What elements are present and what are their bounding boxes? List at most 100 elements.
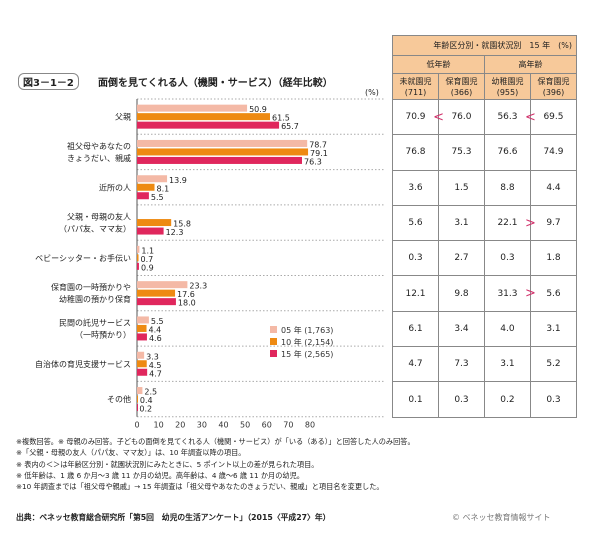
table-row: 6.1 3.4 4.0 3.1 <box>392 310 578 348</box>
data-label: 5.5 <box>151 193 164 202</box>
bar <box>137 219 172 227</box>
category-label: きょうだい、親戚 <box>67 153 131 163</box>
bar <box>137 254 139 262</box>
category-label: （一時預かり） <box>75 330 131 339</box>
cell-value: 70.9 <box>405 112 426 123</box>
data-label: 8.1 <box>157 184 170 193</box>
bar <box>137 156 302 164</box>
category-label: ベビーシッター・お手伝い <box>35 253 131 263</box>
cell-value: 3.1 <box>454 218 469 229</box>
data-label: 4.6 <box>149 334 162 343</box>
cell-value: 4.0 <box>500 323 515 334</box>
category-label: 自治体の育児支援サービス <box>35 359 131 369</box>
bar <box>137 404 138 412</box>
table-cell: 76.8 <box>392 134 439 171</box>
bar <box>137 113 270 121</box>
data-label: 61.5 <box>272 114 290 123</box>
cell-value: 56.3 <box>497 112 518 123</box>
data-label: 4.5 <box>149 361 162 370</box>
table-cell: 0.3 <box>483 240 531 277</box>
bar <box>137 262 139 270</box>
cell-value: 69.5 <box>543 112 564 123</box>
table-row: 0.3 2.7 0.3 1.8 <box>392 240 578 277</box>
cell-value: 76.0 <box>451 112 472 123</box>
table-cell: 69.5 <box>529 98 578 136</box>
cell-value: 76.6 <box>497 147 518 158</box>
legend-label: 15 年 (2,565) <box>281 349 333 359</box>
bar <box>137 289 176 297</box>
table-row: 0.1 0.3 0.2 0.3 <box>392 381 578 418</box>
bar <box>137 148 309 156</box>
bar <box>137 316 149 324</box>
data-label: 15.8 <box>173 220 191 229</box>
cell-value: 5.2 <box>546 359 561 370</box>
category-label: 祖父母やあなたの <box>67 141 131 151</box>
cell-value: 3.1 <box>500 359 515 370</box>
cell-value: 3.6 <box>408 182 423 193</box>
bar <box>137 183 155 191</box>
x-tick-label: 70 <box>283 421 293 430</box>
table-row: 5.6 3.1 22.1 >9.7 <box>392 204 578 242</box>
cell-value: 5.6 <box>408 218 423 229</box>
table-cell: 76.6 <box>483 134 531 171</box>
data-label: 76.3 <box>304 157 322 166</box>
comparison-mark: < <box>433 110 444 125</box>
cell-value: 76.8 <box>405 147 426 158</box>
footnotes: ※複数回答。※ 母親のみ回答。子どもの面倒を見てくれる人（機関・サービス）が「い… <box>16 436 415 492</box>
column-header: 保育園児 (396) <box>529 73 578 100</box>
bar <box>137 175 168 183</box>
table-cell: 3.1 <box>437 204 485 242</box>
table-cell: 5.2 <box>529 346 578 383</box>
legend-swatch <box>270 326 277 333</box>
data-label: 0.4 <box>140 396 153 405</box>
table-row: 76.8 75.3 76.6 74.9 <box>392 134 578 171</box>
table-title: 年齢区分別・就園状況別 15 年 (%) <box>392 35 577 56</box>
table-cell: 6.1 <box>392 310 439 348</box>
bar <box>137 227 164 235</box>
data-label: 13.9 <box>169 176 187 185</box>
table-cell: 5.6 <box>529 275 578 312</box>
cell-value: 75.3 <box>451 147 472 158</box>
data-label: 5.5 <box>151 317 164 326</box>
category-label: 幼稚園の預かり保育 <box>59 294 131 304</box>
table-cell: 4.0 <box>483 310 531 348</box>
data-label: 0.7 <box>141 255 154 264</box>
cell-value: 74.9 <box>543 147 564 158</box>
x-tick-label: 50 <box>240 421 250 430</box>
cell-value: 9.7 <box>546 218 561 229</box>
bar <box>137 245 140 253</box>
data-label: 50.9 <box>249 105 267 114</box>
table-cell: 7.3 <box>437 346 485 383</box>
category-label: （パパ友、ママ友） <box>59 224 131 234</box>
data-label: 0.2 <box>139 405 152 414</box>
cell-value: 4.4 <box>546 182 561 193</box>
x-tick-label: 40 <box>218 421 228 430</box>
bar <box>137 333 147 341</box>
cell-value: 0.3 <box>408 253 423 264</box>
table-cell: 0.2 <box>483 381 531 418</box>
group-high: 高年齢 <box>483 55 578 74</box>
table-cell: 0.3 <box>437 381 485 418</box>
data-label: 23.3 <box>189 282 207 291</box>
breakdown-table: 年齢区分別・就園状況別 15 年 (%) 低年齢 高年齢 未就園児 (711) 保育… <box>392 35 578 418</box>
data-label: 12.3 <box>166 228 184 237</box>
data-label: 78.7 <box>309 140 327 149</box>
table-cell: 9.8 <box>437 275 485 312</box>
table-cell: 9.7 <box>529 204 578 242</box>
table-row: 3.6 1.5 8.8 4.4 <box>392 169 578 206</box>
footnote: ※「父親・母親の友人（パパ友、ママ友）」は、10 年調査以降の項目。 <box>16 448 246 458</box>
data-label: 4.7 <box>149 369 162 378</box>
cell-value: 5.6 <box>546 288 561 299</box>
x-tick-label: 20 <box>175 421 185 430</box>
cell-value: 7.3 <box>454 359 469 370</box>
table-cell: 5.6 <box>392 204 439 242</box>
cell-value: 3.1 <box>546 323 561 334</box>
cell-value: 31.3 <box>497 288 518 299</box>
cell-value: 6.1 <box>408 323 423 334</box>
comparison-mark: > <box>525 286 536 302</box>
cell-value: 1.8 <box>546 253 561 264</box>
table-cell: 0.3 <box>392 240 439 277</box>
x-tick-label: 0 <box>134 421 139 430</box>
